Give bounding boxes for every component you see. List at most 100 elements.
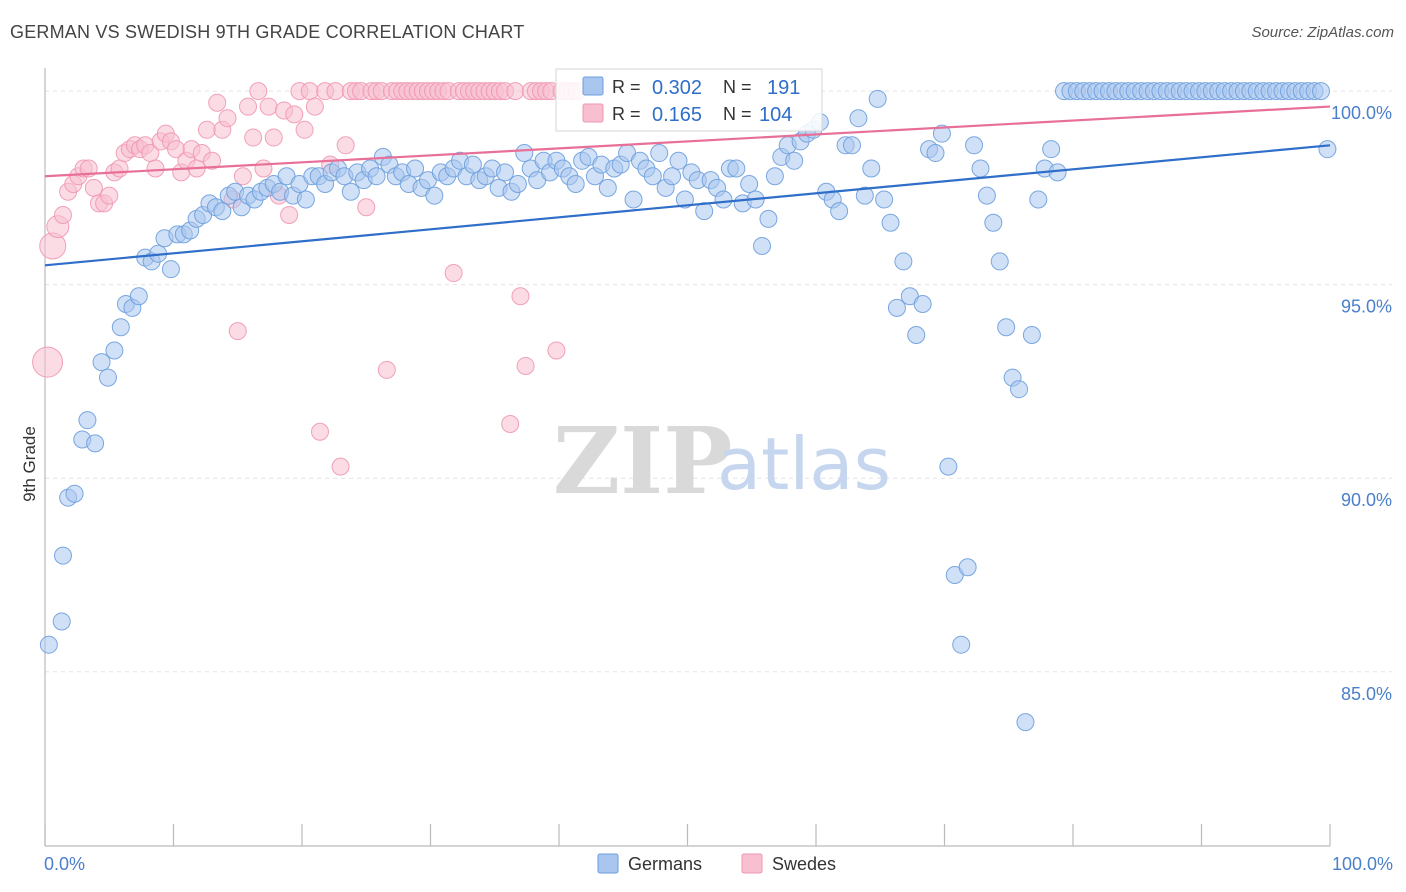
germans-point bbox=[98, 368, 117, 387]
germans-point bbox=[663, 167, 682, 186]
germans-point bbox=[1312, 82, 1331, 101]
bottom-legend: Germans Swedes bbox=[597, 853, 836, 874]
swedes-point bbox=[511, 287, 530, 306]
germans-point bbox=[939, 457, 958, 476]
swedes-point bbox=[506, 82, 525, 101]
x-tick-label: 0.0% bbox=[44, 854, 85, 874]
y-tick-label: 95.0% bbox=[1341, 297, 1392, 317]
swedes-swatch bbox=[582, 103, 604, 123]
germans-point bbox=[105, 341, 124, 360]
swedes-point bbox=[233, 167, 252, 186]
germans-point bbox=[367, 167, 386, 186]
germans-point bbox=[1318, 140, 1337, 159]
germans-point bbox=[881, 213, 900, 232]
germans-point bbox=[566, 175, 585, 194]
germans-point bbox=[926, 144, 945, 163]
germans-point bbox=[765, 167, 784, 186]
swedes-point bbox=[280, 205, 299, 224]
germans-point bbox=[830, 202, 849, 221]
germans-point bbox=[496, 163, 515, 182]
watermark-zip: ZIP bbox=[553, 407, 732, 515]
swedes-point bbox=[218, 109, 237, 128]
germans-point bbox=[52, 612, 71, 631]
swedes-point bbox=[305, 97, 324, 116]
germans-point bbox=[785, 151, 804, 170]
swedes-trend-line bbox=[44, 105, 1331, 178]
swedes-point bbox=[300, 82, 319, 101]
germans-point bbox=[39, 635, 58, 654]
swedes-point bbox=[516, 356, 535, 375]
swedes-point bbox=[239, 97, 258, 116]
swedes-point bbox=[285, 105, 304, 124]
germans-n-label: N = bbox=[723, 77, 752, 97]
germans-point bbox=[842, 136, 861, 155]
germans-point bbox=[213, 202, 232, 221]
germans-point bbox=[932, 124, 951, 143]
germans-point bbox=[714, 190, 733, 209]
germans-point bbox=[86, 434, 105, 453]
grid-lines bbox=[45, 90, 1392, 673]
germans-point bbox=[675, 190, 694, 209]
swedes-point bbox=[197, 120, 216, 139]
germans-point bbox=[515, 144, 534, 163]
legend-swedes-swatch bbox=[741, 853, 763, 874]
stats-legend: R = 0.302 N = 191 R = 0.165 N = 104 bbox=[555, 68, 823, 132]
germans-r-value: 0.302 bbox=[652, 77, 702, 99]
germans-point bbox=[643, 167, 662, 186]
germans-point bbox=[425, 186, 444, 205]
germans-point bbox=[1016, 713, 1035, 732]
germans-point bbox=[65, 484, 84, 503]
germans-point bbox=[868, 89, 887, 108]
swedes-point bbox=[244, 128, 263, 147]
legend-germans-swatch bbox=[597, 853, 619, 874]
y-tick-label: 90.0% bbox=[1341, 490, 1392, 510]
germans-point bbox=[894, 252, 913, 271]
germans-point bbox=[508, 175, 527, 194]
swedes-point bbox=[100, 186, 119, 205]
swedes-point bbox=[228, 322, 247, 341]
germans-point bbox=[161, 260, 180, 279]
swedes-n-value: 104 bbox=[759, 104, 792, 126]
germans-point bbox=[669, 151, 688, 170]
germans-point bbox=[1022, 325, 1041, 344]
swedes-r-label: R = bbox=[612, 104, 641, 124]
germans-point bbox=[341, 182, 360, 201]
germans-point bbox=[1042, 140, 1061, 159]
swedes-point bbox=[259, 97, 278, 116]
swedes-point bbox=[444, 264, 463, 283]
x-tick-labels: 0.0% 100.0% bbox=[44, 854, 1393, 874]
germans-point bbox=[952, 635, 971, 654]
germans-point bbox=[907, 325, 926, 344]
germans-swatch bbox=[582, 76, 604, 96]
germans-point bbox=[965, 136, 984, 155]
germans-point bbox=[463, 155, 482, 174]
swedes-point bbox=[208, 93, 227, 112]
swedes-point bbox=[357, 198, 376, 217]
legend-swedes-label: Swedes bbox=[772, 854, 836, 874]
swedes-point bbox=[110, 159, 129, 178]
germans-point bbox=[129, 287, 148, 306]
swedes-point bbox=[336, 136, 355, 155]
germans-point bbox=[977, 186, 996, 205]
swedes-point bbox=[203, 151, 222, 170]
germans-point bbox=[855, 186, 874, 205]
germans-point bbox=[53, 546, 72, 565]
germans-point bbox=[958, 558, 977, 577]
swedes-point bbox=[326, 82, 345, 101]
x-tick-label: 100.0% bbox=[1332, 854, 1393, 874]
swedes-point bbox=[254, 159, 273, 178]
germans-point bbox=[111, 318, 130, 337]
germans-point bbox=[913, 295, 932, 314]
y-tick-label: 85.0% bbox=[1341, 684, 1392, 704]
swedes-point bbox=[249, 82, 268, 101]
swedes-point bbox=[84, 178, 103, 197]
watermark-atlas: atlas bbox=[717, 422, 891, 506]
swedes-point bbox=[146, 159, 165, 178]
source-credit: Source: ZipAtlas.com bbox=[1251, 24, 1394, 41]
germans-n-value: 191 bbox=[767, 77, 800, 99]
swedes-point bbox=[295, 120, 314, 139]
y-tick-label: 100.0% bbox=[1331, 103, 1392, 123]
swedes-point bbox=[264, 128, 283, 147]
germans-point bbox=[650, 144, 669, 163]
